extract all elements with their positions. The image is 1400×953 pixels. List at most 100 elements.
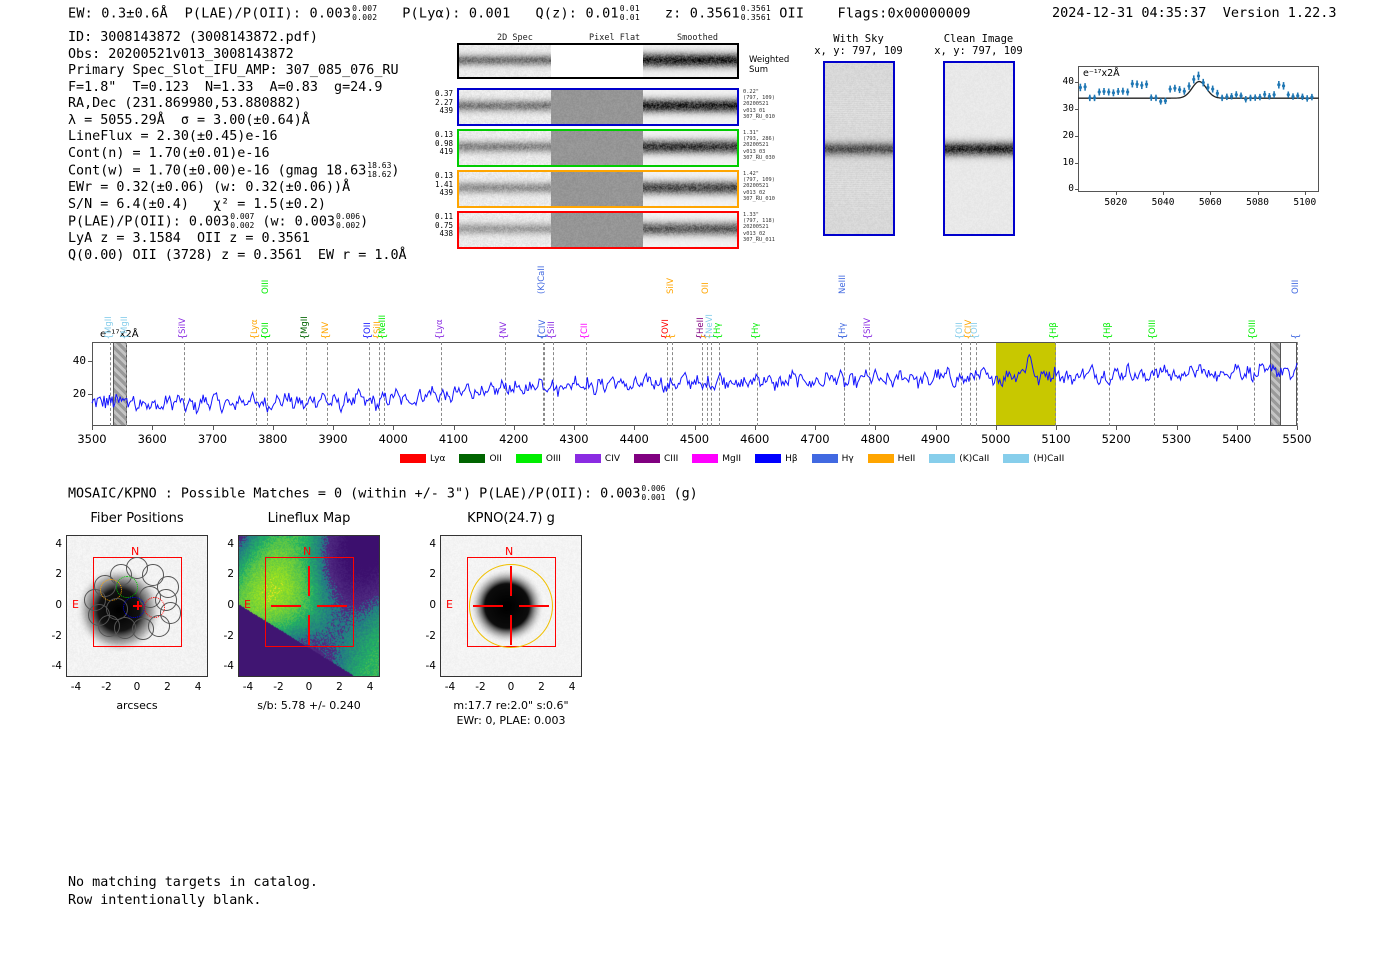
spec2d-row-meta-line: 307_RU_010 xyxy=(743,113,775,120)
spec2d-row-meta-line: v013_02 xyxy=(743,230,766,237)
legend-label: MgII xyxy=(722,453,742,464)
spectrum-xtick: 4700 xyxy=(800,432,830,446)
flux-point xyxy=(1300,95,1305,99)
spectrum-line-label: Hγ xyxy=(712,322,723,334)
spectrum-line-label: Hβ xyxy=(1048,322,1059,334)
line-fit-xtick: 5080 xyxy=(1246,197,1269,208)
spectrum-xtick-mark xyxy=(212,426,214,430)
spectrum-line-marker xyxy=(672,342,674,426)
flux-point xyxy=(1140,83,1144,87)
spectrum-xtick: 5200 xyxy=(1101,432,1131,446)
cutout-ytick: -2 xyxy=(51,629,62,642)
cutout-ytick: -4 xyxy=(425,660,436,673)
info-gmag-hi: 18.63 xyxy=(367,161,392,170)
spectrum-line-label: OII xyxy=(363,322,374,334)
spectrum-line-brace: { xyxy=(1048,333,1060,340)
cutout-xtick: 2 xyxy=(336,681,343,693)
line-fit-plot: e⁻¹⁷x2Å 0 10 20 30 40 5020 5040 5060 5080 5100 xyxy=(1040,58,1325,218)
spec2d-row-meta-line: 20200521 xyxy=(743,224,769,231)
cutout-xtick: 4 xyxy=(366,681,374,693)
spectrum-line-marker xyxy=(976,342,978,426)
spectrum-line-marker xyxy=(969,342,971,426)
spectrum-line-marker xyxy=(586,342,588,426)
sky-panels: With Sky x, y: 797, 109 Clean Image x, y: 7… xyxy=(812,33,1030,243)
summary-header: EW: 0.3±0.6Å P(LAE)/P(OII): 0.0030.007 0.… xyxy=(68,4,971,22)
line-fit-ytick: 20 xyxy=(1062,129,1074,141)
cutout-ytick: -4 xyxy=(51,660,62,673)
spectrum-line-brace: { xyxy=(377,333,389,340)
info-plae-lo: 0.002 xyxy=(230,220,255,230)
spec2d-row xyxy=(457,129,739,167)
spec2d-row-stats: 0.37 2.27 439 xyxy=(415,89,453,116)
spec2d-row-meta-line: v013_01 xyxy=(743,107,766,114)
sky-panel-coords: x, y: 797, 109 xyxy=(814,45,903,57)
line-fit-xtick-mark xyxy=(1257,192,1259,195)
spectrum-axes xyxy=(92,342,1297,426)
spec2d-row-stats: 0.13 0.98 419 xyxy=(415,130,453,157)
line-fit-xtick-mark xyxy=(1210,192,1212,195)
cutout-xtick: -2 xyxy=(475,681,486,693)
spectrum-xtick: 5500 xyxy=(1282,432,1312,446)
flux-point xyxy=(1281,84,1286,88)
info-plae-w-lo: 0.002 xyxy=(335,220,361,230)
legend-label: (H)CaII xyxy=(1033,453,1065,464)
legend-swatch xyxy=(867,454,894,463)
compass-north-label: N xyxy=(505,545,514,558)
info-radec: RA,Dec (231.869980,53.880882) xyxy=(68,96,302,111)
spec2d-row xyxy=(457,88,739,126)
cutout-xtick: -4 xyxy=(444,681,456,693)
spec2d-cell-smoothed xyxy=(643,172,737,206)
flux-point xyxy=(1173,86,1177,90)
spectrum-xtick: 4400 xyxy=(619,432,649,446)
cutout-xtick: -4 xyxy=(70,681,82,693)
spectrum-line-marker xyxy=(1109,342,1111,426)
spec2d-row-meta-line: 307_RU_011 xyxy=(743,236,775,243)
cutout-xtick: 4 xyxy=(194,681,202,693)
spectrum-line-marker xyxy=(183,342,185,426)
spectrum-line-marker xyxy=(504,342,506,426)
line-fit-units-annotation: e⁻¹⁷x2Å xyxy=(1083,68,1120,79)
spec2d-row-meta-line: 307_RU_030 xyxy=(743,154,775,161)
header-qz-hi: 0.01 xyxy=(619,4,640,13)
spec2d-cell-pixelflat xyxy=(551,90,643,124)
sky-panel-image xyxy=(823,61,895,236)
header-datetime: 2024-12-31 04:35:37 xyxy=(1052,5,1207,21)
spec2d-row-meta-line: 20200521 xyxy=(743,183,769,190)
legend-label: Hβ xyxy=(785,453,798,464)
spectrum-xtick-mark xyxy=(574,426,575,430)
flux-point xyxy=(1192,77,1196,82)
spec2d-row-stat: 0.37 xyxy=(434,89,453,98)
spectrum-xtick-mark xyxy=(995,426,997,430)
spectrum-units-annotation: e⁻¹⁷x2Å xyxy=(100,329,139,340)
spectrum-xtick: 4300 xyxy=(559,432,589,446)
spec2d-weighted-sum-row xyxy=(457,43,739,79)
spectrum-line-marker xyxy=(305,342,307,426)
spectrum-line-marker xyxy=(255,342,257,426)
cutout-title: Fiber Positions xyxy=(90,511,184,526)
legend-swatch xyxy=(1003,454,1030,463)
spec2d-row xyxy=(457,211,739,249)
spec2d-weighted-sum-label: Weighted Sum xyxy=(749,55,790,75)
spec2d-row-meta: 1.42" (797, 109) 20200521 v013_02 307_RU_010 xyxy=(743,171,803,202)
spectrum-line-marker xyxy=(384,342,386,426)
line-fit-svg xyxy=(1078,71,1319,105)
spec2d-panel: 2D Spec Pixel Flat Smoothed Weighted Sum… xyxy=(435,33,797,253)
spectrum-xtick-mark xyxy=(513,426,515,430)
info-seeing: F=1.8" T=0.123 N=1.33 A=0.83 g=24.9 xyxy=(68,79,383,95)
line-fit-ytick: 0 xyxy=(1068,183,1074,195)
spec2d-cell-smoothed xyxy=(643,131,737,165)
sky-panel-title: Clean Image xyxy=(943,33,1014,45)
legend-label: Lyα xyxy=(430,453,446,464)
flux-point xyxy=(1296,94,1300,98)
spectrum-xtick: 5000 xyxy=(981,432,1011,446)
sky-panel-title: With Sky xyxy=(833,33,884,45)
flux-point xyxy=(1310,95,1314,99)
cutout-subtitle-2: EWr: 0, PLAE: 0.003 xyxy=(456,714,566,727)
weighted-sum-2dspec xyxy=(459,45,551,77)
line-fit-ytick: 30 xyxy=(1062,102,1074,114)
spectrum-line-label: SiII xyxy=(546,321,557,334)
header-timestamp-block: 2024-12-31 04:35:37 Version 1.22.3 xyxy=(1052,5,1337,21)
flux-point xyxy=(1187,84,1191,88)
spectrum-xtick-mark xyxy=(1236,426,1238,430)
spectrum-line-brace: { xyxy=(750,333,762,340)
